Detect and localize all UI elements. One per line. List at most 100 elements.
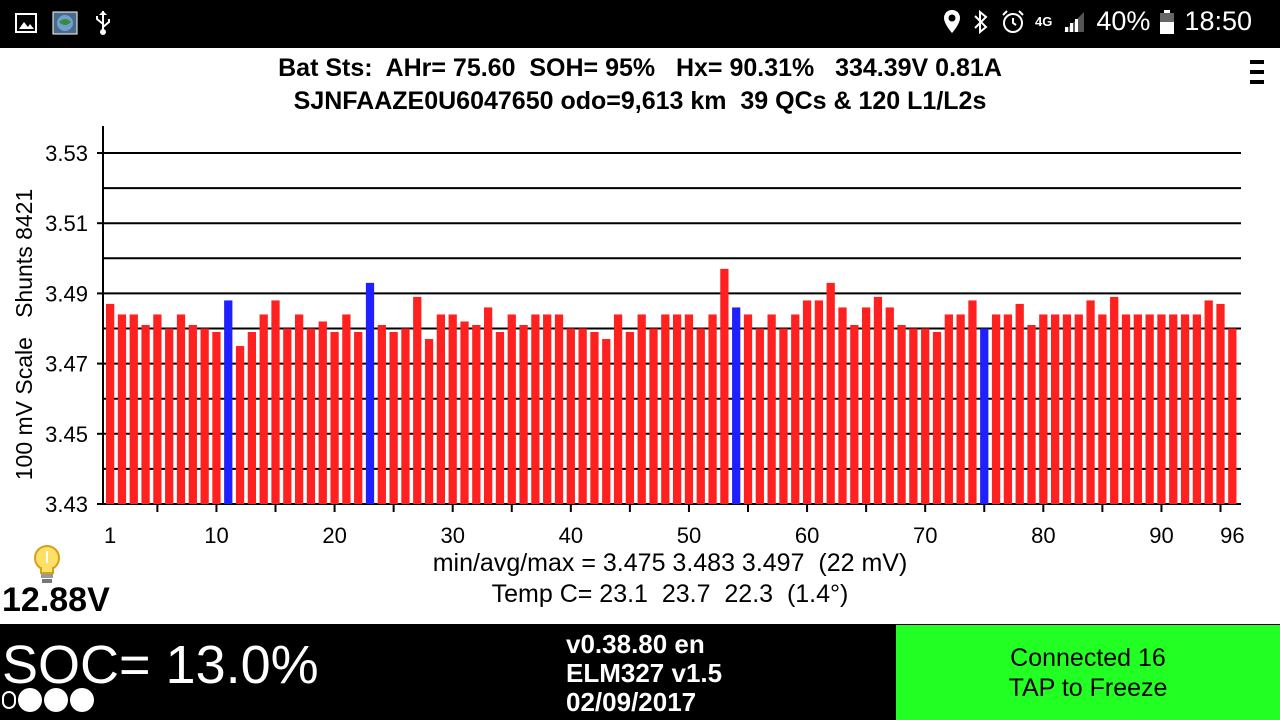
cell-bar: [991, 314, 1001, 504]
cell-bar: [1145, 314, 1154, 504]
cell-bar: [212, 332, 221, 504]
cell-bar: [424, 339, 434, 504]
cell-voltage-chart[interactable]: 3.43 3.45 3.47 3.49 3.51 3.53 100 mV Scale Shu…: [0, 118, 1280, 558]
cell-bar: [661, 314, 670, 504]
cell-bar: [448, 314, 457, 504]
cell-bar: [413, 296, 422, 504]
cell-bar: [1204, 300, 1213, 504]
cell-bar: [141, 324, 150, 504]
cell-bar: [531, 314, 540, 504]
version-info: v0.38.80 en ELM327 v1.5 02/09/2017: [566, 630, 722, 717]
cell-stats: min/avg/max = 3.475 3.483 3.497 (22 mV) …: [380, 548, 960, 610]
temperature: Temp C= 23.1 23.7 22.3 (1.4°): [491, 580, 849, 608]
x-tick-label: 40: [559, 523, 583, 548]
cell-bar: [932, 332, 942, 504]
location-icon: [944, 9, 961, 33]
cell-bar: [720, 268, 729, 504]
cell-bar: [235, 346, 245, 504]
soc-dots: [2, 688, 94, 712]
y-tick-label: 3.53: [45, 141, 88, 166]
battery-status-line: Bat Sts: AHr= 75.60 SOH= 95% Hx= 90.31% …: [278, 54, 1002, 82]
cell-bar: [318, 321, 327, 504]
freeze-hint: TAP to Freeze: [1008, 673, 1168, 702]
x-tick-label: 20: [322, 523, 346, 548]
cell-bar: [1180, 314, 1190, 504]
app-version: v0.38.80 en: [566, 629, 705, 659]
cell-bar: [684, 314, 694, 504]
dot-zero: [2, 691, 16, 709]
cell-bar: [354, 332, 363, 504]
cell-bar: [649, 328, 658, 504]
shunted-cell-bar: [732, 307, 741, 504]
cell-bar: [944, 314, 953, 504]
cell-bar: [602, 339, 611, 504]
cell-bar: [460, 321, 469, 504]
shunted-cell-bar: [980, 328, 989, 504]
cell-bar: [495, 332, 505, 504]
cell-bar: [472, 324, 481, 504]
cell-bar: [838, 307, 847, 504]
y-tick-label: 3.43: [45, 492, 88, 517]
cell-bar: [826, 282, 835, 504]
y-tick-label: 3.45: [45, 422, 88, 447]
network-4g-icon: 4G: [1035, 14, 1053, 29]
cell-bar: [1039, 314, 1048, 504]
cell-bar: [330, 332, 339, 504]
cell-bar: [767, 314, 776, 504]
battery-percent: 40%: [1096, 6, 1151, 36]
cell-bar: [1015, 303, 1024, 504]
x-tick-label: 30: [440, 523, 464, 548]
cell-bar: [165, 328, 174, 504]
cell-bar: [519, 324, 528, 504]
cell-bar: [176, 314, 186, 504]
x-tick-label: 50: [677, 523, 701, 548]
bluetooth-icon: [974, 9, 988, 34]
x-tick-label: 96: [1220, 523, 1244, 548]
shunted-cell-bar: [365, 282, 375, 504]
cell-bar: [873, 296, 883, 504]
cell-bar: [153, 314, 162, 504]
y-axis-label: 100 mV Scale Shunts 8421: [11, 189, 37, 481]
connection-button[interactable]: Connected 16 TAP to Freeze: [896, 625, 1280, 720]
x-tick-label: 10: [204, 523, 228, 548]
status-bar: 4G 40% 18:50: [0, 0, 1280, 48]
image-icon: [15, 13, 37, 33]
menu-icon[interactable]: [1250, 60, 1264, 84]
shunted-cell-bar: [224, 300, 233, 504]
min-avg-max: min/avg/max = 3.475 3.483 3.497 (22 mV): [432, 549, 908, 577]
soc-display[interactable]: SOC= 13.0%: [2, 635, 319, 695]
cell-bar: [1216, 303, 1225, 504]
cell-bar: [897, 324, 906, 504]
cell-bar: [613, 314, 623, 504]
cell-bar: [566, 328, 575, 504]
system-icons: 4G 40% 18:50: [943, 6, 1252, 37]
cell-bar: [1062, 314, 1072, 504]
lightbulb-icon[interactable]: [30, 543, 64, 587]
adapter-version: ELM327 v1.5: [566, 658, 723, 688]
dot-filled: [70, 688, 94, 712]
dot-filled: [44, 688, 68, 712]
dot-filled: [18, 688, 42, 712]
cell-bar: [1098, 314, 1107, 504]
cell-bar: [342, 314, 351, 504]
battery-status-header[interactable]: Bat Sts: AHr= 75.60 SOH= 95% Hx= 90.31% …: [0, 52, 1280, 118]
cell-bar: [1228, 328, 1237, 504]
cell-bar: [755, 328, 764, 504]
battery-icon: [1160, 9, 1175, 34]
x-tick-label: 90: [1149, 523, 1173, 548]
cell-bar: [247, 332, 257, 504]
cell-bar: [885, 307, 894, 504]
cell-bar: [578, 328, 587, 504]
y-tick-label: 3.51: [45, 211, 88, 236]
cell-bar: [1133, 314, 1142, 504]
cell-bar: [1192, 314, 1202, 504]
cell-bar: [590, 332, 599, 504]
cell-bar: [436, 314, 446, 504]
clock: 18:50: [1184, 6, 1252, 36]
x-tick-label: 80: [1031, 523, 1055, 548]
cell-bar: [129, 314, 138, 504]
globe-icon: [52, 11, 78, 35]
cell-bar: [791, 314, 800, 504]
cell-bar: [1121, 314, 1131, 504]
cell-bar: [968, 300, 977, 504]
